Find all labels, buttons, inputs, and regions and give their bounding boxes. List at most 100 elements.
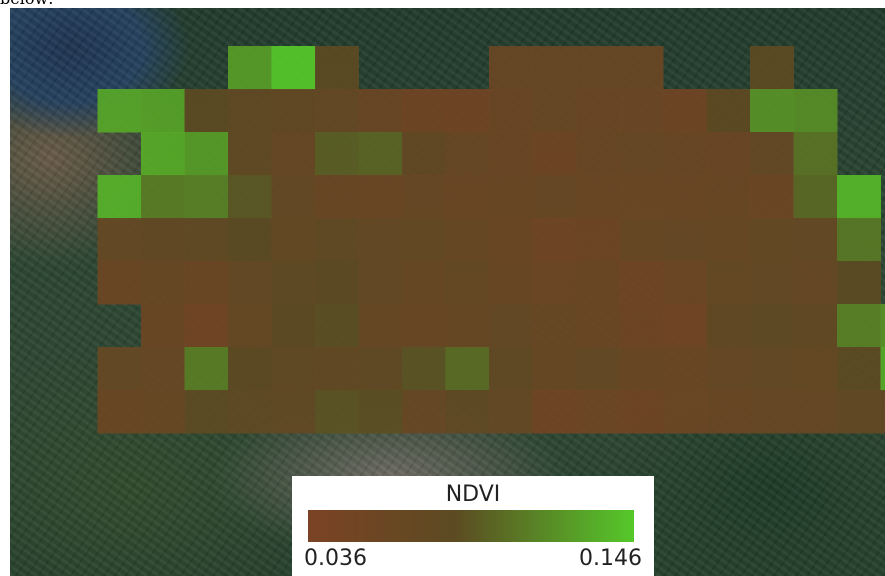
ndvi-cell	[315, 261, 359, 305]
ndvi-cell	[141, 89, 185, 133]
ndvi-cell	[663, 175, 707, 219]
ndvi-cell	[358, 390, 403, 434]
ndvi-cell	[271, 132, 316, 176]
ndvi-cell	[489, 89, 533, 133]
ndvi-cell	[315, 46, 359, 90]
ndvi-cell	[184, 390, 229, 434]
ndvi-cell	[358, 304, 403, 348]
ndvi-cell	[358, 89, 403, 133]
ndvi-cell	[793, 89, 838, 133]
ndvi-cell	[402, 132, 446, 176]
ndvi-cell	[576, 132, 620, 176]
ndvi-cell	[184, 304, 229, 348]
ndvi-cell	[228, 218, 272, 262]
ndvi-cell	[532, 46, 577, 90]
ndvi-cell	[271, 175, 316, 219]
ndvi-cell	[576, 304, 620, 348]
ndvi-cell	[141, 304, 185, 348]
ndvi-cell	[402, 175, 446, 219]
ndvi-cell	[532, 347, 577, 391]
ndvi-cell	[445, 89, 490, 133]
ndvi-cell	[271, 89, 316, 133]
ndvi-cell	[489, 132, 533, 176]
ndvi-cell	[532, 175, 577, 219]
ndvi-cell	[184, 175, 229, 219]
ndvi-cell	[837, 347, 881, 391]
ndvi-cell	[228, 175, 272, 219]
ndvi-cell	[402, 261, 446, 305]
ndvi-cell	[750, 46, 794, 90]
ndvi-cell	[880, 304, 885, 348]
ndvi-cell	[489, 261, 533, 305]
ndvi-cell	[315, 132, 359, 176]
ndvi-cell	[141, 175, 185, 219]
ndvi-cell	[837, 304, 881, 348]
ndvi-cell	[619, 261, 664, 305]
ndvi-cell	[271, 261, 316, 305]
ndvi-cell	[358, 175, 403, 219]
ndvi-cell	[402, 347, 446, 391]
ndvi-cell	[663, 89, 707, 133]
ndvi-cell	[358, 347, 403, 391]
ndvi-cell	[315, 390, 359, 434]
ndvi-cell	[445, 261, 490, 305]
ndvi-cell	[619, 46, 664, 90]
ndvi-cell	[315, 304, 359, 348]
ndvi-cell	[837, 175, 881, 219]
ndvi-cell	[445, 304, 490, 348]
ndvi-cell	[358, 261, 403, 305]
ndvi-cell	[402, 390, 446, 434]
ndvi-cell	[576, 390, 620, 434]
legend-color-ramp	[308, 510, 634, 542]
ndvi-cell	[619, 218, 664, 262]
ndvi-cell	[97, 390, 142, 434]
ndvi-cell	[532, 89, 577, 133]
ndvi-cell	[402, 304, 446, 348]
ndvi-cell	[663, 261, 707, 305]
ndvi-cell	[576, 347, 620, 391]
ndvi-cell	[315, 218, 359, 262]
ndvi-cell	[880, 347, 885, 391]
ndvi-cell	[663, 304, 707, 348]
ndvi-cell	[619, 175, 664, 219]
ndvi-cell	[271, 390, 316, 434]
ndvi-cell	[837, 390, 881, 434]
ndvi-cell	[271, 218, 316, 262]
ndvi-cell	[489, 390, 533, 434]
ndvi-cell	[837, 218, 881, 262]
caption-text: below:	[0, 0, 54, 9]
ndvi-cell	[184, 347, 229, 391]
ndvi-cell	[445, 132, 490, 176]
ndvi-cell	[184, 132, 229, 176]
ndvi-cell	[228, 261, 272, 305]
ndvi-cell	[445, 347, 490, 391]
ndvi-cell	[532, 261, 577, 305]
ndvi-cell	[141, 218, 185, 262]
ndvi-cell	[793, 304, 838, 348]
ndvi-cell	[97, 89, 142, 133]
ndvi-cell	[358, 218, 403, 262]
ndvi-cell	[271, 347, 316, 391]
ndvi-legend: NDVI 0.036 0.146	[292, 476, 654, 576]
ndvi-cell	[228, 347, 272, 391]
ndvi-cell	[489, 46, 533, 90]
ndvi-cell	[576, 218, 620, 262]
ndvi-cell	[793, 261, 838, 305]
ndvi-cell	[184, 218, 229, 262]
ndvi-cell	[619, 390, 664, 434]
ndvi-cell	[228, 46, 272, 90]
ndvi-cell	[141, 347, 185, 391]
ndvi-cell	[793, 218, 838, 262]
ndvi-cell	[663, 218, 707, 262]
ndvi-cell	[228, 132, 272, 176]
ndvi-cell	[97, 175, 142, 219]
legend-title: NDVI	[445, 482, 501, 507]
ndvi-cell	[489, 347, 533, 391]
ndvi-cell	[576, 175, 620, 219]
ndvi-cell	[706, 132, 751, 176]
ndvi-cell	[793, 390, 838, 434]
ndvi-cell	[750, 218, 794, 262]
ndvi-cell	[837, 261, 881, 305]
ndvi-cell	[576, 261, 620, 305]
ndvi-cell	[706, 175, 751, 219]
